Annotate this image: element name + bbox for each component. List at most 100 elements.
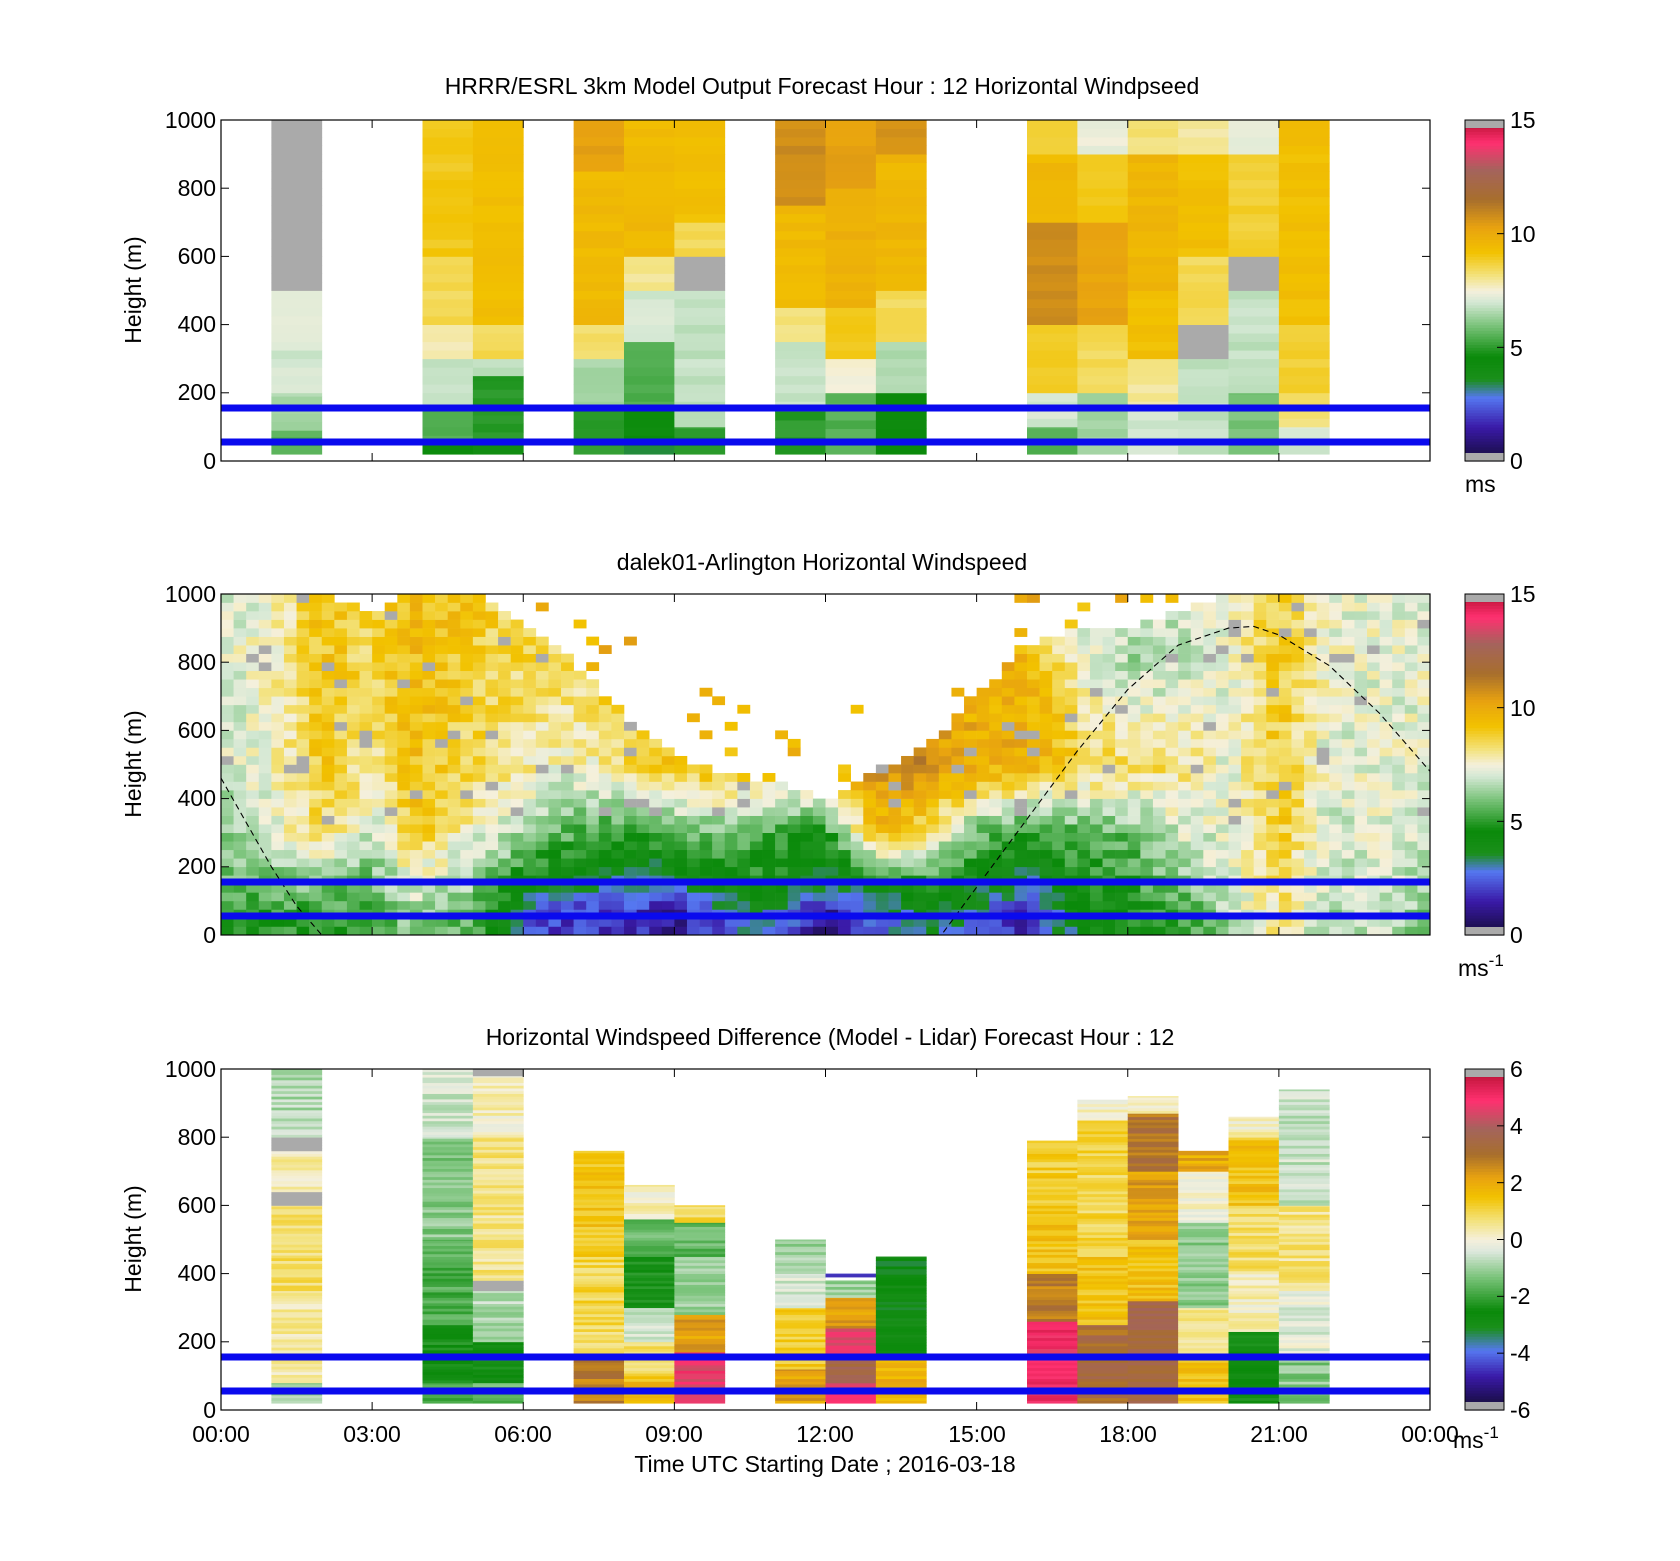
data-cell — [573, 273, 625, 283]
data-cell — [1152, 687, 1166, 697]
data-cell — [1291, 917, 1305, 927]
data-cell — [233, 858, 247, 868]
data-cell — [1404, 730, 1418, 740]
data-cell — [384, 645, 398, 654]
data-cell — [422, 1319, 474, 1323]
data-cell — [1064, 815, 1078, 825]
data-cell — [573, 917, 587, 927]
data-cell — [573, 1283, 625, 1287]
data-cell — [863, 832, 877, 842]
data-cell — [283, 602, 297, 612]
data-cell — [1190, 738, 1204, 748]
data-cell — [964, 815, 977, 825]
data-cell — [611, 841, 625, 851]
data-cell — [283, 807, 297, 816]
data-cell — [1304, 832, 1317, 842]
data-cell — [1140, 730, 1154, 740]
data-cell — [1329, 755, 1343, 765]
data-cell — [422, 866, 436, 876]
data-cell — [1304, 636, 1317, 646]
data-cell — [485, 807, 499, 816]
data-cell — [863, 849, 877, 859]
data-cell — [1001, 790, 1015, 799]
data-cell — [624, 1258, 675, 1262]
data-cell — [875, 222, 927, 232]
data-cell — [523, 764, 537, 774]
data-cell — [535, 892, 549, 902]
data-cell — [586, 807, 600, 816]
data-cell — [1027, 1351, 1078, 1355]
data-cell — [1278, 662, 1292, 672]
data-cell — [674, 1251, 726, 1255]
data-cell — [875, 1323, 927, 1327]
data-cell — [1379, 747, 1393, 757]
data-cell — [1304, 619, 1317, 629]
data-cell — [1392, 892, 1406, 902]
data-cell — [749, 900, 763, 910]
data-cell — [749, 824, 763, 833]
data-cell — [1115, 679, 1129, 689]
data-cell — [1392, 645, 1406, 654]
data-cell — [1379, 866, 1393, 876]
data-cell — [472, 1077, 524, 1081]
data-cell — [1329, 679, 1343, 689]
data-cell — [775, 273, 826, 283]
data-cell — [875, 1347, 927, 1352]
data-cell — [1392, 824, 1406, 833]
data-cell — [1178, 653, 1192, 663]
data-cell — [1291, 832, 1305, 842]
colorbar-swatch — [1465, 809, 1504, 814]
data-cell — [523, 653, 537, 663]
data-cell — [775, 350, 826, 360]
data-cell — [573, 333, 625, 343]
data-cell — [649, 824, 663, 833]
data-cell — [1291, 755, 1305, 765]
data-cell — [384, 917, 398, 927]
data-cell — [926, 858, 940, 868]
colorbar-swatch — [1465, 418, 1504, 422]
data-cell — [775, 213, 826, 223]
colorbar-swatch — [1465, 262, 1504, 266]
data-cell — [561, 892, 574, 902]
data-cell — [498, 815, 511, 825]
colorbar-swatch — [1465, 253, 1504, 257]
data-cell — [1266, 696, 1280, 706]
data-cell — [1304, 815, 1317, 825]
data-cell — [875, 247, 927, 257]
data-cell — [321, 917, 335, 927]
data-cell — [1228, 747, 1242, 757]
data-cell — [296, 636, 310, 646]
data-cell — [976, 696, 990, 706]
data-cell — [825, 162, 877, 172]
colorbar-swatch — [1465, 236, 1504, 240]
data-cell — [989, 849, 1003, 859]
data-cell — [661, 764, 675, 774]
data-cell — [875, 411, 927, 421]
data-cell — [233, 824, 247, 833]
data-cell — [1014, 645, 1028, 654]
data-cell — [573, 1221, 625, 1225]
colorbar-swatch — [1465, 818, 1504, 822]
data-cell — [1379, 628, 1393, 637]
data-cell — [649, 798, 663, 808]
data-cell — [1178, 196, 1229, 206]
data-cell — [699, 773, 713, 782]
data-cell — [1178, 849, 1192, 859]
data-cell — [447, 662, 461, 672]
data-cell — [271, 421, 323, 431]
data-cell — [271, 1214, 323, 1218]
data-cell — [1215, 781, 1229, 791]
data-cell — [296, 917, 310, 927]
data-cell — [586, 721, 600, 731]
data-cell — [510, 917, 524, 927]
data-cell — [1014, 696, 1028, 706]
data-cell — [875, 1266, 927, 1270]
data-cell — [1228, 307, 1280, 317]
data-cell — [1379, 636, 1393, 646]
data-cell — [1278, 900, 1292, 910]
data-cell — [1190, 670, 1204, 680]
data-cell — [775, 798, 789, 808]
data-cell — [422, 1349, 474, 1354]
data-cell — [422, 1099, 474, 1103]
data-cell — [1367, 841, 1380, 851]
